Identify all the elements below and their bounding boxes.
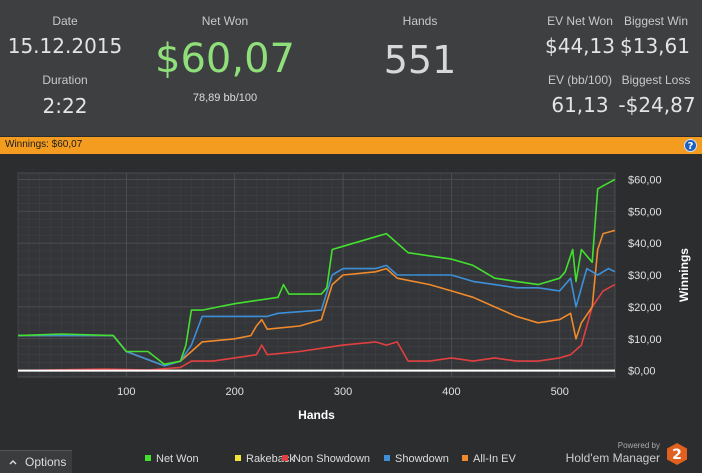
- biggest-loss-label: Biggest Loss: [621, 73, 691, 87]
- legend-swatch: [235, 455, 241, 461]
- legend-label: Non Showdown: [293, 453, 371, 465]
- y-tick-label: $40,00: [628, 238, 662, 250]
- ev-bb-value: 61,13: [551, 93, 609, 117]
- y-axis-label: Winnings: [677, 248, 691, 302]
- ev-net-won-value: $44,13: [545, 34, 615, 58]
- duration-value: 2:22: [42, 94, 88, 118]
- series-line-net-won: [17, 178, 616, 366]
- legend-swatch: [462, 455, 468, 461]
- biggest-win-value: $13,61: [620, 34, 690, 58]
- winnings-chart: $0,00 $10,00 $20,00 $30,00 $40,00 $50,00 $60,0…: [17, 172, 691, 422]
- legend-item[interactable]: Non Showdown: [282, 453, 370, 467]
- stats-panel: [0, 0, 702, 136]
- options-label: Options: [25, 455, 67, 469]
- legend-label: Net Won: [156, 453, 199, 465]
- winnings-banner-text: Winnings: $60,07: [5, 139, 83, 150]
- legend-label: All-In EV: [473, 453, 516, 465]
- legend-swatch: [145, 455, 151, 461]
- product-name: Hold'em Manager: [565, 451, 660, 465]
- net-won-value: $60,07: [155, 36, 295, 82]
- legend-item[interactable]: All-In EV: [462, 453, 516, 467]
- duration-label: Duration: [42, 73, 88, 87]
- chevron-up-icon: [9, 460, 17, 465]
- ev-bb-label: EV (bb/100): [547, 73, 613, 87]
- powered-by-text: Powered by: [617, 441, 660, 450]
- biggest-loss-value: -$24,87: [618, 93, 696, 117]
- x-tick-label: 100: [117, 386, 135, 398]
- legend-swatch: [384, 455, 390, 461]
- winnings-banner: Winnings: $60,07 ?: [0, 137, 702, 154]
- series-line-non-showdown: [17, 283, 616, 372]
- hands-label: Hands: [402, 14, 438, 28]
- y-tick-label: $50,00: [628, 206, 662, 218]
- date-value: 15.12.2015: [7, 34, 123, 58]
- hands-value: 551: [383, 38, 457, 82]
- ev-net-won-label: EV Net Won: [547, 14, 613, 28]
- x-tick-label: 400: [442, 386, 460, 398]
- biggest-win-label: Biggest Win: [623, 14, 689, 28]
- date-label: Date: [52, 14, 78, 28]
- y-tick-label: $60,00: [628, 174, 662, 186]
- y-tick-label: $30,00: [628, 270, 662, 282]
- options-button[interactable]: Options: [0, 450, 72, 473]
- series-line-showdown: [18, 264, 616, 367]
- x-tick-label: 500: [551, 386, 569, 398]
- x-tick-label: 300: [334, 386, 352, 398]
- net-won-bb: 78,89 bb/100: [192, 92, 258, 104]
- legend-item[interactable]: Net Won: [145, 453, 199, 467]
- y-tick-label: $0,00: [628, 366, 656, 378]
- y-tick-label: $20,00: [628, 302, 662, 314]
- hem2-logo-icon: 2: [667, 443, 687, 465]
- x-axis-label: Hands: [298, 408, 335, 422]
- net-won-label: Net Won: [201, 14, 249, 28]
- legend-swatch: [282, 455, 288, 461]
- legend-label: Showdown: [395, 453, 449, 465]
- chart-area: $0,00 $10,00 $20,00 $30,00 $40,00 $50,00 $60,0…: [0, 155, 702, 450]
- help-icon[interactable]: ?: [684, 139, 697, 152]
- series-line-all-in-ev: [18, 229, 616, 367]
- footer: [0, 450, 702, 473]
- x-tick-label: 200: [226, 386, 244, 398]
- logo-badge-text: 2: [672, 447, 682, 463]
- y-tick-label: $10,00: [628, 334, 662, 346]
- legend-item[interactable]: Showdown: [384, 453, 449, 467]
